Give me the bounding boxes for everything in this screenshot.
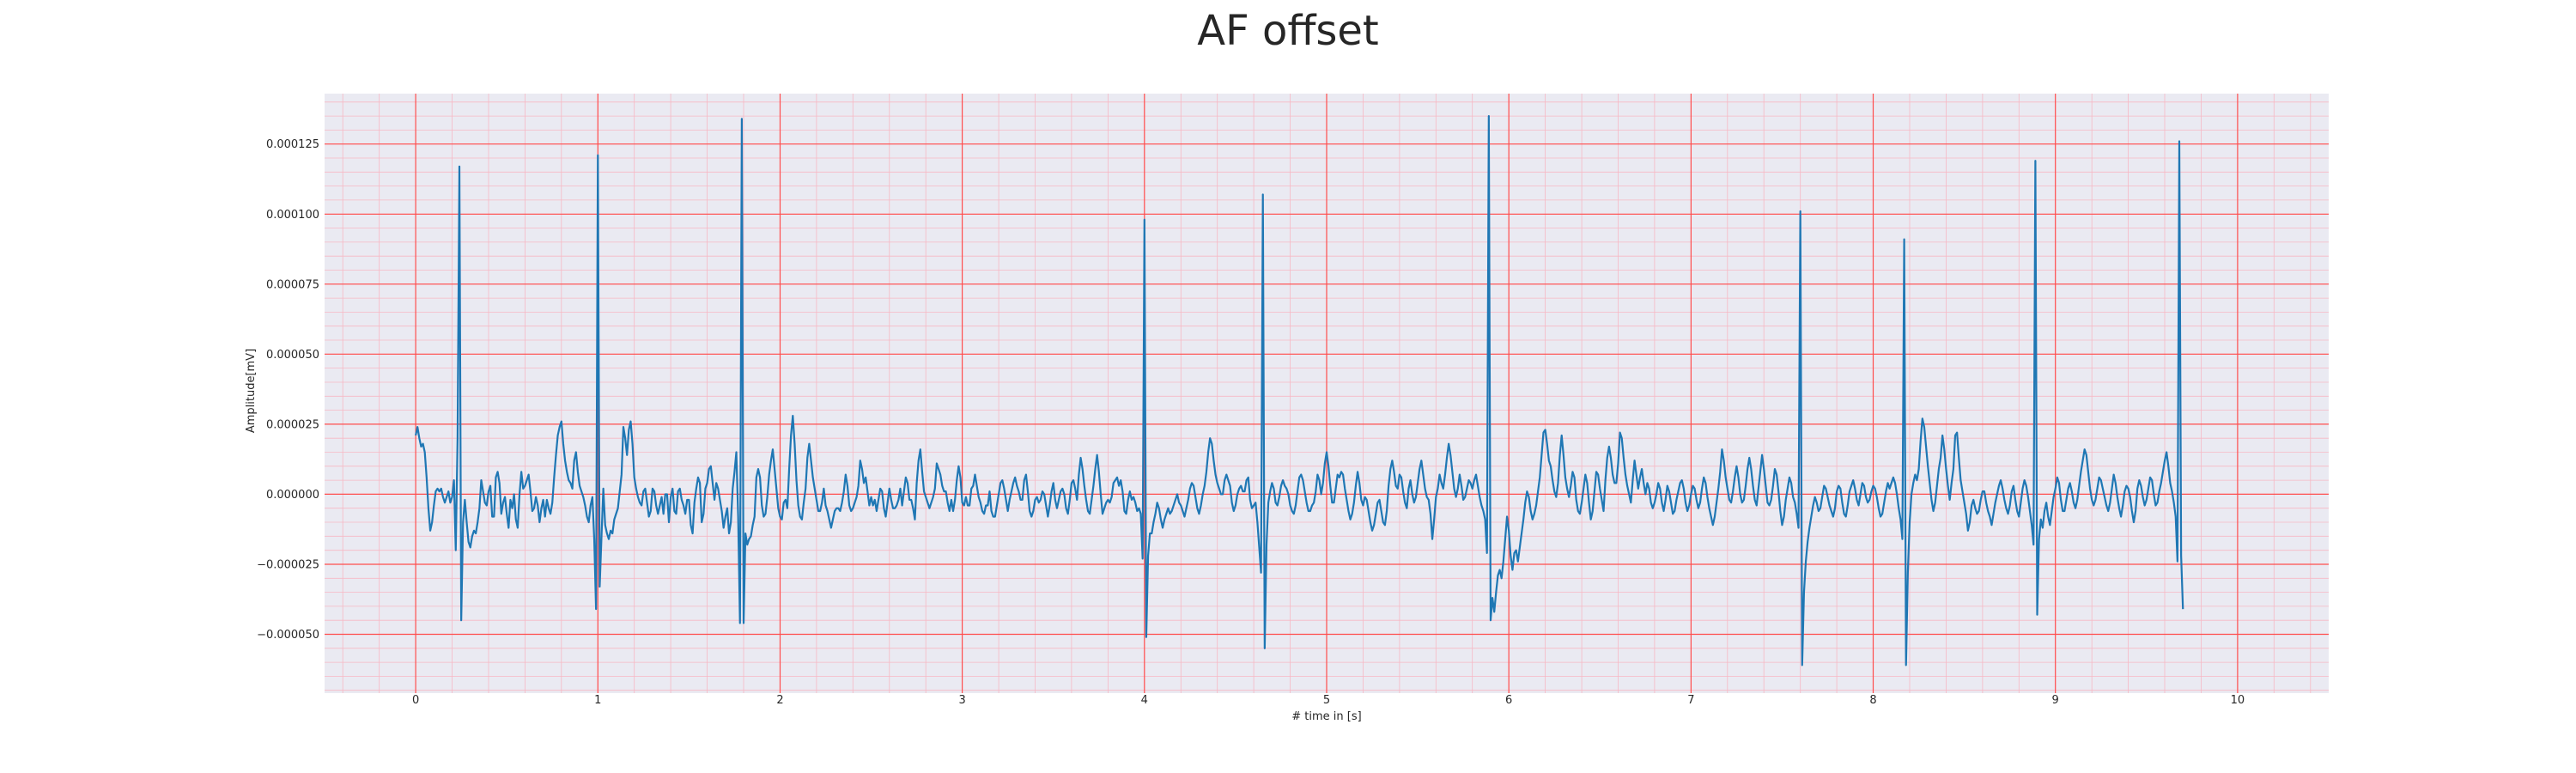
y-tick-label: 0.000125 [266, 138, 319, 151]
signal-series [415, 114, 2184, 666]
y-tick-label: 0.000075 [266, 278, 319, 291]
y-tick-label: 0.000000 [266, 489, 319, 502]
x-axis-label: # time in [s] [1291, 710, 1361, 723]
x-tick-label: 8 [1869, 694, 1876, 707]
x-tick-label: 5 [1323, 694, 1330, 707]
y-tick-label: −0.000050 [257, 629, 319, 642]
y-axis-ticks: −0.000050 −0.000025 0.000000 0.000025 0.0000… [257, 138, 319, 642]
y-tick-label: 0.000050 [266, 349, 319, 362]
y-tick-label: 0.000025 [266, 418, 319, 431]
y-tick-label: −0.000025 [257, 559, 319, 572]
y-axis-label: Amplitude[mV] [245, 349, 258, 433]
x-tick-label: 7 [1687, 694, 1694, 707]
x-tick-label: 1 [594, 694, 601, 707]
major-grid [325, 94, 2329, 693]
x-tick-label: 2 [776, 694, 783, 707]
x-tick-label: 4 [1141, 694, 1148, 707]
x-tick-label: 10 [2231, 694, 2245, 707]
signal-line [415, 114, 2184, 666]
x-axis-ticks: 0 1 2 3 4 5 6 7 8 9 10 [412, 694, 2245, 707]
y-tick-label: 0.000100 [266, 209, 319, 222]
x-tick-label: 6 [1505, 694, 1512, 707]
x-tick-label: 0 [412, 694, 419, 707]
chart-title: AF offset [1197, 7, 1379, 55]
x-tick-label: 3 [958, 694, 965, 707]
x-tick-label: 9 [2052, 694, 2059, 707]
